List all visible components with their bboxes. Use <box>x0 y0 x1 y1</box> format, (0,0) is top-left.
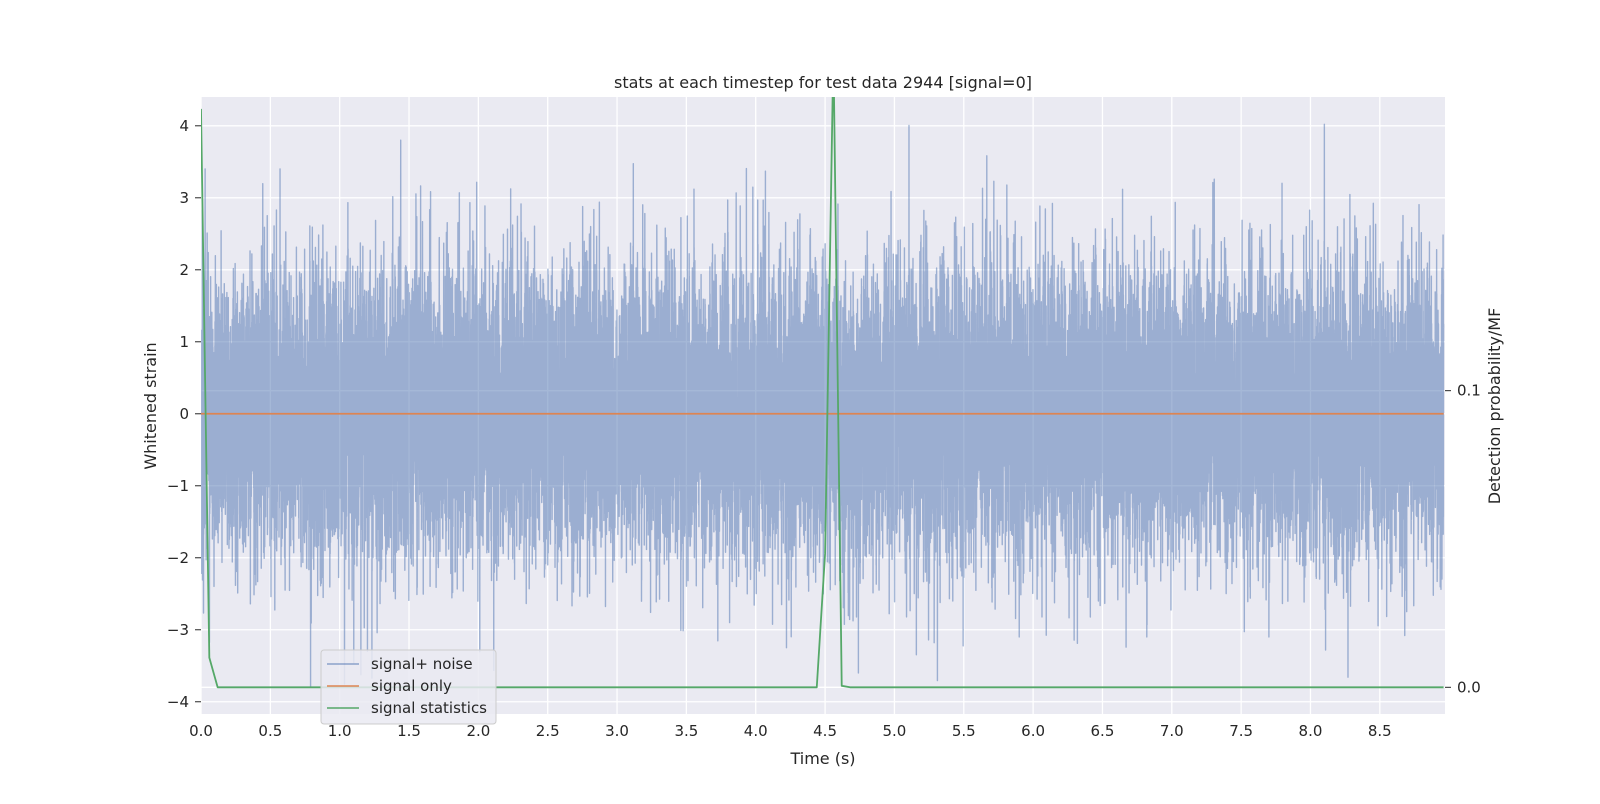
series-line-signal-statistics <box>201 97 1444 689</box>
legend-label-signal-noise: signal+ noise <box>371 655 473 673</box>
y-axis-label: Whitened strain <box>141 342 160 469</box>
tick-layer: 0.0 0.5 1.0 1.5 2.0 2.5 3.0 3.5 4.0 4.5 5.0 5.5 6.0 6… <box>167 117 1481 740</box>
x-tick-label: 8.0 <box>1299 722 1323 740</box>
x-tick-label: 0.5 <box>258 722 282 740</box>
x-tick-label: 6.0 <box>1021 722 1045 740</box>
x-tick-label: 8.5 <box>1368 722 1392 740</box>
x-axis-label: Time (s) <box>789 749 855 768</box>
legend: signal+ noise signal only signal statist… <box>320 649 497 725</box>
y-tick-label: 3 <box>179 189 189 207</box>
series-layer <box>201 97 1445 689</box>
x-tick-label: 0.0 <box>189 722 213 740</box>
y-right-tick-label: 0.0 <box>1457 678 1481 696</box>
x-tick-label: 1.5 <box>397 722 421 740</box>
x-tick-label: 2.0 <box>466 722 490 740</box>
y-tick-label: 0 <box>179 405 189 423</box>
x-tick-label: 2.5 <box>536 722 560 740</box>
legend-box <box>320 649 497 725</box>
y-tick-label: −3 <box>167 621 189 639</box>
x-tick-label: 6.5 <box>1091 722 1115 740</box>
x-tick-label: 1.0 <box>328 722 352 740</box>
y-tick-label: −2 <box>167 549 189 567</box>
y-right-axis-label: Detection probability/MF <box>1485 308 1504 505</box>
x-tick-label: 3.5 <box>674 722 698 740</box>
y-tick-label: 2 <box>179 261 189 279</box>
x-tick-label: 7.5 <box>1229 722 1253 740</box>
legend-label-signal-only: signal only <box>371 677 452 695</box>
y-tick-label: −1 <box>167 477 189 495</box>
x-tick-label: 4.0 <box>744 722 768 740</box>
chart-title: stats at each timestep for test data 294… <box>614 73 1032 92</box>
series-line-signal-noise <box>201 123 1445 689</box>
y-tick-label: 4 <box>179 117 189 135</box>
x-tick-label: 5.5 <box>952 722 976 740</box>
legend-label-signal-statistics: signal statistics <box>371 699 487 717</box>
x-tick-label: 5.0 <box>882 722 906 740</box>
x-tick-label: 7.0 <box>1160 722 1184 740</box>
y-tick-label: 1 <box>179 333 189 351</box>
x-tick-label: 3.0 <box>605 722 629 740</box>
y-right-tick-label: 0.1 <box>1457 382 1481 400</box>
y-tick-label: −4 <box>167 693 189 711</box>
x-tick-label: 4.5 <box>813 722 837 740</box>
